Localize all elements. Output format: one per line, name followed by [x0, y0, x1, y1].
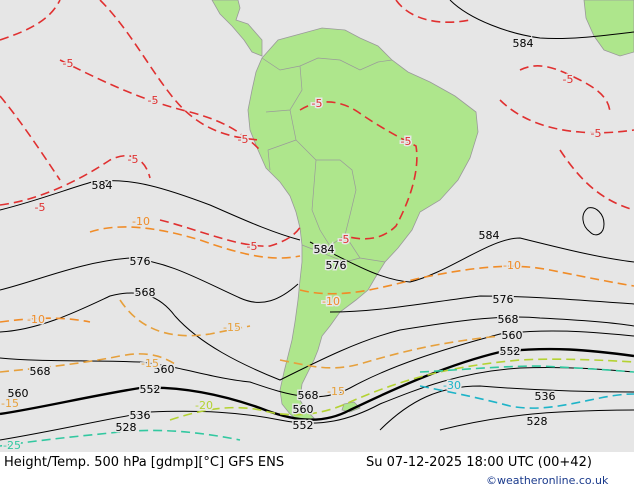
temp-contour-m20 — [169, 358, 634, 421]
temp-contour-label: -30 — [443, 379, 461, 392]
temp-contour-m5-mid — [59, 59, 261, 151]
temp-contour-m15-mid — [119, 299, 251, 337]
map-valid-time: Su 07-12-2025 18:00 UTC (00+42) — [366, 455, 592, 470]
height-contour-544 — [0, 366, 634, 441]
country-borders — [261, 57, 393, 263]
height-contour-584-west — [0, 180, 301, 241]
height-contour-584-north — [449, 0, 634, 40]
height-contour-label: 568 — [498, 313, 519, 326]
height-contour-568 — [0, 292, 634, 381]
height-contour-576-east — [329, 295, 634, 313]
temp-contour-m5-nw — [0, 0, 61, 41]
height-contour-label: 568 — [135, 286, 156, 299]
central-america-landmass — [211, 0, 263, 57]
height-contour-536 — [379, 385, 634, 431]
temp-contour-label: -5 — [148, 94, 159, 107]
height-contour-label: 576 — [326, 259, 347, 272]
height-contour-label: 568 — [298, 389, 319, 402]
height-contour-label: 560 — [293, 403, 314, 416]
temp-contour-label: -10 — [132, 215, 150, 228]
temp-contour-label: -10 — [503, 259, 521, 272]
map-credit: ©weatheronline.co.uk — [486, 474, 609, 487]
africa-landmass — [583, 0, 634, 57]
height-contour-label: 536 — [130, 409, 151, 422]
temp-contour-label: -5 — [591, 127, 602, 140]
temp-contour-m5-right — [499, 65, 634, 134]
temp-contour-label: -5 — [401, 135, 412, 148]
temp-contour-m30 — [419, 385, 634, 409]
temp-contour-label: -10 — [27, 313, 45, 326]
height-contour-label: 584 — [314, 243, 335, 256]
height-contour-560 — [0, 330, 634, 398]
height-contour-label: 560 — [154, 363, 175, 376]
temp-contour-label: -15 — [223, 321, 241, 334]
height-contour-label: 584 — [92, 179, 113, 192]
temp-contour-label: -5 — [238, 133, 249, 146]
temp-contour-label: -15 — [327, 385, 345, 398]
temp-contour-label: -15 — [141, 357, 159, 370]
temp-contour-m10-mid — [89, 226, 301, 259]
height-contour-label: 584 — [479, 229, 500, 242]
falkland-islands — [341, 401, 361, 413]
height-contour-label: 536 — [535, 390, 556, 403]
height-contour-ring — [582, 207, 605, 236]
temp-contour-m5-topright — [395, 0, 471, 23]
height-contour-584-east — [309, 237, 634, 283]
caption-bar — [0, 452, 634, 490]
height-contour-label: 560 — [8, 387, 29, 400]
temp-contour-m25 — [0, 429, 241, 447]
height-contour-label: 560 — [502, 329, 523, 342]
height-contour-label: 528 — [116, 421, 137, 434]
height-contour-label: 528 — [527, 415, 548, 428]
height-contour-528 — [439, 409, 634, 431]
temp-contour-label: -5 — [128, 153, 139, 166]
temp-contour-m15-west — [0, 353, 176, 373]
height-contour-label: 568 — [30, 365, 51, 378]
height-contour-552 — [0, 347, 634, 421]
temp-contour-label: -5 — [247, 240, 258, 253]
temp-contour-label: -5 — [312, 97, 323, 110]
temp-contour-label: -20 — [195, 399, 213, 412]
temp-contour-m5-chile — [159, 219, 303, 247]
height-contour-label: 584 — [513, 37, 534, 50]
height-contour-label: 576 — [130, 255, 151, 268]
temp-contour-label: -5 — [563, 73, 574, 86]
temp-contour-label: -10 — [322, 295, 340, 308]
temp-contour-m25-east — [419, 365, 634, 373]
height-contour-label: 552 — [293, 419, 314, 432]
temp-contour-m5-inland — [299, 101, 418, 240]
temp-contour-label: -5 — [63, 57, 74, 70]
temp-contour-m10-west — [0, 317, 91, 323]
temp-contour-label: -15 — [1, 397, 19, 410]
map-title: Height/Temp. 500 hPa [gdmp][°C] GFS ENS — [4, 455, 284, 470]
height-contour-label: 576 — [493, 293, 514, 306]
temp-contour-m10-east — [299, 265, 634, 295]
temp-contour-label: -25 — [3, 439, 21, 452]
temp-contour-m5-right2 — [559, 149, 634, 211]
height-contour-label: 552 — [500, 345, 521, 358]
temp-contour-m5-left — [0, 95, 61, 181]
height-contour-label: 552 — [140, 383, 161, 396]
height-contour-576-west — [0, 257, 299, 303]
contour-layer — [0, 0, 634, 447]
temp-contour-label: -5 — [339, 233, 350, 246]
temp-contour-label: -5 — [35, 201, 46, 214]
temp-contour-m5-west — [0, 154, 151, 206]
